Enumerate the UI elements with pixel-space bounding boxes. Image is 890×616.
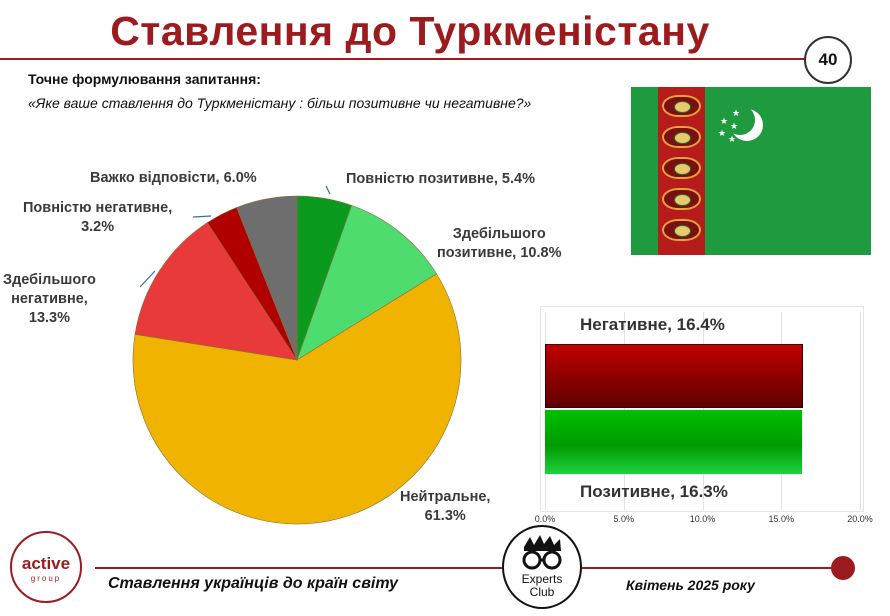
pie-chart [132,185,462,525]
pie-label-line: 61.3% [424,508,466,524]
question-label: Точне формулювання запитання: [28,71,261,87]
active-group-logo: active group [10,531,82,603]
carpet-gul [662,219,701,241]
slice-hard-to-say [236,195,298,361]
bar-label-positive: Позитивне, 16.3% [580,482,728,501]
page-title: Ставлення до Туркменістану [110,8,710,54]
logo-sub: group [30,574,62,583]
star-icon: ★ [730,121,739,131]
footer-rule [95,567,835,569]
footer-dot [831,556,855,580]
carpet-gul [662,95,701,117]
star-icon: ★ [718,128,727,138]
pie-label-line: Здебільшого [452,226,546,242]
star-icon: ★ [720,116,729,126]
pie-label-line: позитивне, 10.8% [437,245,562,261]
leader-line [192,215,212,218]
pie-label-mostly-positive: Здебільшого позитивне, 10.8% [437,225,561,263]
carpet-gul [662,188,701,210]
footer-left-text: Ставлення українців до країн світу [108,575,399,592]
slice-mostly-positive [296,204,437,361]
bar-label-negative: Негативне, 16.4% [580,315,725,334]
pie-label-line: 13.3% [28,310,71,326]
star-icon: ★ [728,134,737,144]
club-line: Experts [521,572,563,586]
leader-line [139,270,156,288]
club-line: Club [529,585,555,599]
grid-line [860,312,861,510]
bar-positive [545,410,802,474]
turkmenistan-flag-icon: ★ ★ ★ ★ ★ [631,87,871,255]
tick-label: 0.0% [534,514,556,524]
question-text: «Яке ваше ставлення до Туркменістану : б… [28,95,532,111]
crescent-cut [725,105,755,135]
club-text: Experts Club [504,573,580,599]
tick-label: 10.0% [689,514,716,524]
glasses-icon [522,535,562,570]
pie-label-fully-positive: Повністю позитивне, 5.4% [346,170,535,189]
pie-label-line: Повністю негативне, [23,200,173,216]
pie-label-mostly-negative: Здебільшого негативне, 13.3% [3,271,96,328]
pie-label-line: Важко відповісти, 6.0% [90,170,257,186]
carpet-gul [662,126,701,148]
pie-label-line: Нейтральне, [400,489,491,505]
pie-label-fully-negative: Повністю негативне, 3.2% [23,199,172,237]
leader-line [325,185,331,195]
slice-neutral [132,273,462,525]
pie-label-line: негативне, [11,291,88,307]
tick-label: 5.0% [613,514,634,524]
flag-carpet-stripe [658,87,705,255]
pie-label-line: Здебільшого [3,272,96,288]
bar-negative [545,344,804,408]
logo-name: active [21,554,71,573]
pie-label-line: Повністю позитивне, 5.4% [346,171,535,187]
tick-label: 20.0% [847,514,873,524]
star-icon: ★ [732,108,741,118]
experts-club-logo: Experts Club [502,525,582,609]
carpet-gul [662,157,701,179]
pie-label-hard-to-say: Важко відповісти, 6.0% [90,169,257,188]
slice-mostly-negative [134,222,298,361]
tick-label: 15.0% [768,514,795,524]
footer-right-text: Квітень 2025 року [626,577,755,593]
page-number-badge: 40 [804,36,852,84]
bar-chart-panel [540,306,864,512]
title-rule [0,58,805,60]
pie-label-neutral: Нейтральне, 61.3% [400,488,490,526]
pie-label-line: 3.2% [81,219,115,235]
